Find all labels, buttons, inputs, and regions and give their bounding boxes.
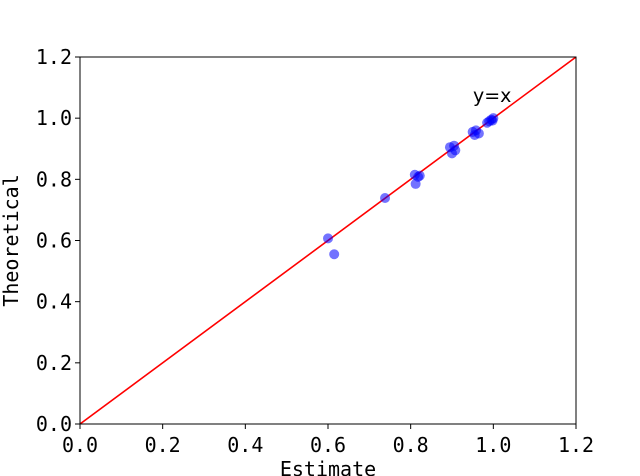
y-axis: 0.0 0.2 0.4 0.6 0.8 1.0 1.2 [36, 45, 80, 436]
y-tick-label: 0.4 [36, 290, 72, 314]
x-tick-label: 1.0 [475, 433, 511, 457]
x-tick-label: 1.2 [558, 433, 594, 457]
x-tick-label: 0.0 [62, 433, 98, 457]
reference-line-label: y=x [473, 85, 511, 107]
data-point [450, 145, 461, 156]
data-point [323, 233, 333, 244]
y-axis-label: Theoretical [0, 174, 23, 306]
y-tick-label: 0.0 [36, 412, 72, 436]
points-layer [323, 113, 499, 260]
x-axis-label: Estimate [280, 457, 376, 476]
data-point [414, 170, 425, 181]
x-tick-label: 0.2 [145, 433, 181, 457]
y-tick-label: 1.0 [36, 106, 72, 130]
x-tick-label: 0.8 [393, 433, 429, 457]
data-point [380, 192, 391, 203]
y-tick-label: 0.2 [36, 351, 72, 375]
data-point [473, 128, 484, 139]
y-tick-label: 0.8 [36, 167, 72, 191]
y-tick-label: 0.6 [36, 229, 72, 253]
x-tick-label: 0.6 [310, 433, 346, 457]
data-point [488, 113, 499, 124]
x-tick-label: 0.4 [227, 433, 263, 457]
x-axis: 0.0 0.2 0.4 0.6 0.8 1.0 1.2 [62, 424, 594, 457]
data-point [329, 249, 340, 260]
y-tick-label: 1.2 [36, 45, 72, 69]
